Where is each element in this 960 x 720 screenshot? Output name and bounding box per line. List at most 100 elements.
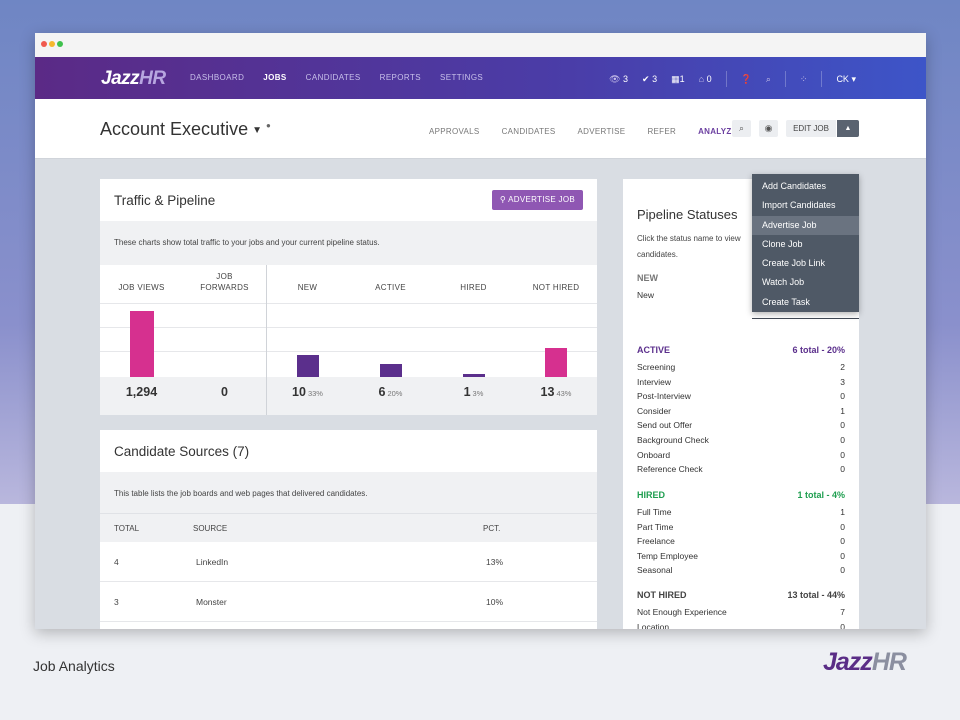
job-actions-menu: Add Candidates Import Candidates Advertise… [752,174,859,338]
table-row[interactable]: 4 LinkedIn 13% [100,542,597,582]
tab-advertise[interactable]: ADVERTISE [577,127,626,136]
user-menu[interactable]: CK ▾ [836,74,856,85]
nav-link-reports[interactable]: REPORTS [379,73,421,82]
nav-link-jobs[interactable]: JOBS [263,73,287,82]
status-count: 3 [840,376,845,387]
status-group-header[interactable]: HIRED 1 total - 4% [637,490,845,507]
jazzhr-logo[interactable]: JazzHR [101,68,166,90]
status-row-onboard[interactable]: Onboard 0 [637,450,845,465]
menu-item-import-candidates[interactable]: Import Candidates [762,200,836,211]
tab-analyze[interactable]: ANALYZE [698,127,738,136]
pin-icon: ⚲ [499,195,507,204]
status-row-not-enough-experience[interactable]: Not Enough Experience 7 [637,607,845,622]
metric-number: 0 [221,385,228,399]
caret-down-icon[interactable]: ▼ [252,124,262,136]
logo-main: Jazz [101,68,140,89]
status-count: 0 [840,464,845,475]
status-row-consider[interactable]: Consider 1 [637,406,845,421]
status-row-freelance[interactable]: Freelance 0 [637,536,845,551]
help-icon[interactable]: ❓ [740,73,752,84]
status-row-temp-employee[interactable]: Temp Employee 0 [637,551,845,566]
metric-value-new: 10 33% [266,385,349,399]
nav-divider [784,71,786,87]
footer-caption: Job Analytics [33,658,115,674]
calendar-counter[interactable]: ▦1 [671,74,685,85]
status-row-location[interactable]: Location 0 [637,622,845,629]
status-count: 2 [840,362,845,372]
status-count: 0 [840,550,845,561]
metric-number: 1,294 [125,385,158,399]
info-icon[interactable]: ● [265,121,271,130]
search-button[interactable]: ⌕ [732,120,751,137]
status-row-interview[interactable]: Interview 3 [637,377,845,392]
chevron-down-icon: ▾ [851,73,856,84]
calendar-count: 1 [679,73,685,84]
card-title: Candidate Sources (7) [114,444,250,459]
footer-logo: JazzHR [823,648,907,677]
menu-item-watch-job[interactable]: Watch Job [762,277,805,288]
maximize-window-dot[interactable] [57,41,63,47]
minimize-window-dot[interactable] [49,41,55,47]
status-label: Screening [637,362,676,372]
status-row-screening[interactable]: Screening 2 [637,362,845,377]
preview-button[interactable]: ◉ [759,120,778,137]
tab-approvals[interactable]: APPROVALS [429,127,480,136]
header-source[interactable]: SOURCE [193,524,228,533]
status-count: 0 [840,449,845,460]
views-counter[interactable]: 👁 3 [609,74,628,85]
menu-item-create-task[interactable]: Create Task [762,296,810,307]
status-label: Interview [637,376,672,387]
table-row[interactable]: 3 Monster 10% [100,582,597,622]
tasks-counter[interactable]: ✔ 3 [642,74,657,85]
status-group-header[interactable]: NEW [637,273,845,290]
status-group-hired: HIRED 1 total - 4% Full Time 1 Part Time 0 Fre… [637,490,845,580]
search-icon[interactable]: ⌕ [765,73,771,84]
apps-icon[interactable]: ⁘ [799,73,808,84]
tab-candidates[interactable]: CANDIDATES [501,127,556,136]
status-count: 1 [840,507,845,517]
status-group-name: HIRED [637,490,666,500]
status-row-full-time[interactable]: Full Time 1 [637,507,845,522]
check-icon: ✔ [642,73,650,84]
menu-item-advertise-job[interactable]: Advertise Job [752,215,859,235]
close-window-dot[interactable] [41,41,47,47]
nav-link-dashboard[interactable]: DASHBOARD [190,73,245,82]
values-row [100,377,597,415]
status-row-background-check[interactable]: Background Check 0 [637,435,845,450]
metric-value-not-hired: 13 43% [515,385,597,399]
nav-link-settings[interactable]: SETTINGS [439,73,484,82]
job-actions-toggle[interactable]: ▲ [837,120,859,137]
advertise-job-label: ADVERTISE JOB [508,195,575,204]
status-group-header[interactable]: NOT HIRED 13 total - 44% [637,590,845,607]
menu-item-add-candidates[interactable]: Add Candidates [762,181,827,191]
status-count: 0 [840,434,845,445]
advertise-job-button[interactable]: ⚲ ADVERTISE JOB [491,190,583,210]
header-pct[interactable]: PCT. [483,524,501,533]
status-label: Seasonal [637,565,673,576]
edit-job-button[interactable]: EDIT JOB [786,120,836,137]
status-group-name: NEW [637,273,658,283]
status-row-part-time[interactable]: Part Time 0 [637,522,845,537]
status-row-send-out-offer[interactable]: Send out Offer 0 [637,420,845,435]
card-description: Click the status name to view candidates… [637,234,741,259]
nav-link-candidates[interactable]: CANDIDATES [305,73,361,82]
menu-item-clone-job[interactable]: Clone Job [762,238,803,249]
metric-value-active: 6 20% [349,385,432,399]
job-tabs: APPROVALS CANDIDATES ADVERTISE REFER ANALYZE [429,127,737,136]
menu-item-create-job-link[interactable]: Create Job Link [762,258,826,269]
menu-item-delete-job[interactable]: Delete Job [762,328,806,339]
status-group-name: ACTIVE [637,345,671,355]
metric-percent: 43% [556,389,572,398]
job-title[interactable]: Account Executive ▼ ● [100,119,271,140]
status-row-seasonal[interactable]: Seasonal 0 [637,565,845,580]
inbox-counter[interactable]: ⌂ 0 [699,74,712,84]
header-total[interactable]: TOTAL [114,524,140,533]
status-row-post-interview[interactable]: Post-Interview 0 [637,391,845,406]
status-group-header[interactable]: ACTIVE 6 total - 20% [637,345,845,362]
tab-refer[interactable]: REFER [647,127,677,136]
status-row-reference-check[interactable]: Reference Check 0 [637,464,845,479]
status-row-new[interactable]: New [637,290,845,305]
status-label: Post-Interview [637,391,691,402]
views-count: 3 [623,73,629,84]
job-title-text: Account Executive [100,119,249,139]
